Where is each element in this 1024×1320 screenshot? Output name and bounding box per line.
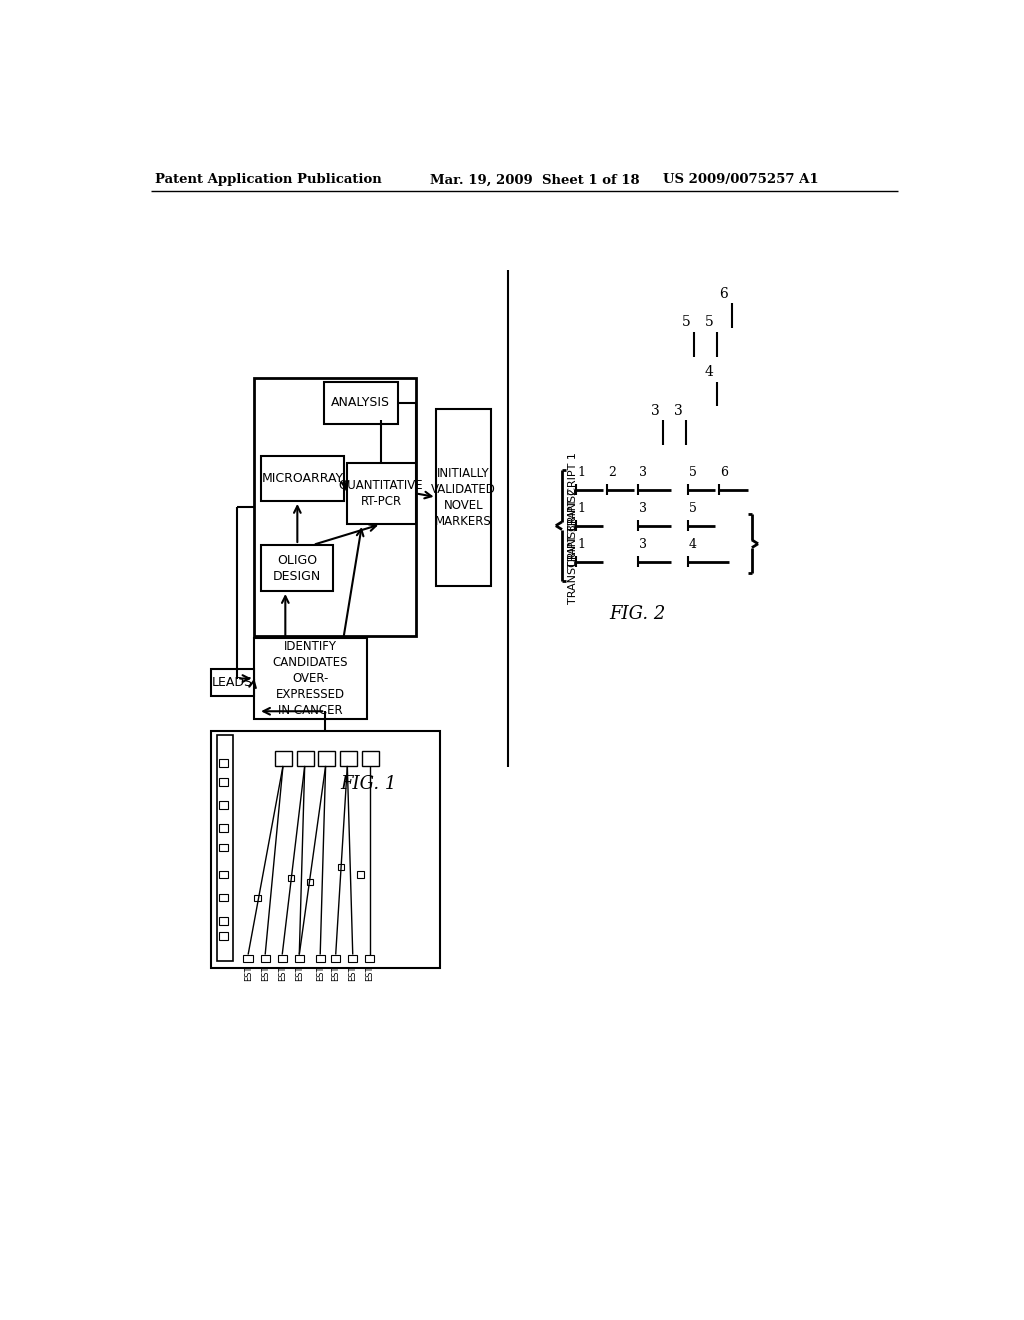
Text: 2: 2 — [608, 466, 616, 479]
Text: US 2009/0075257 A1: US 2009/0075257 A1 — [663, 173, 818, 186]
Text: 5: 5 — [682, 315, 690, 330]
Text: 1: 1 — [578, 539, 586, 552]
Bar — [317, 751, 335, 766]
Text: 3: 3 — [674, 404, 683, 418]
Text: 1: 1 — [578, 466, 586, 479]
Text: 5: 5 — [689, 502, 697, 515]
Text: 3: 3 — [640, 539, 647, 552]
Bar — [338, 863, 344, 870]
Bar — [436, 409, 490, 586]
Bar — [288, 875, 294, 882]
Bar — [211, 669, 254, 696]
Text: EST: EST — [366, 965, 375, 981]
Bar — [219, 759, 228, 767]
Bar — [307, 879, 313, 886]
Text: IDENTIFY
CANDIDATES
OVER-
EXPRESSED
IN CANCER: IDENTIFY CANDIDATES OVER- EXPRESSED IN C… — [272, 640, 348, 717]
Bar — [261, 457, 344, 502]
Text: EST: EST — [331, 965, 340, 981]
Bar — [217, 735, 232, 961]
Text: Mar. 19, 2009  Sheet 1 of 18: Mar. 19, 2009 Sheet 1 of 18 — [430, 173, 640, 186]
Text: FIG. 2: FIG. 2 — [609, 606, 667, 623]
Text: TRANSCRIPT 2: TRANSCRIPT 2 — [568, 488, 579, 568]
Text: EST: EST — [295, 965, 304, 981]
Bar — [260, 954, 270, 962]
Text: 1: 1 — [578, 502, 586, 515]
Text: EST: EST — [348, 965, 357, 981]
Bar — [357, 871, 364, 878]
Text: EST: EST — [244, 965, 253, 981]
Bar — [219, 917, 228, 924]
Bar — [244, 954, 253, 962]
Bar — [219, 894, 228, 902]
Bar — [366, 954, 375, 962]
Bar — [254, 895, 260, 900]
Bar — [219, 825, 228, 832]
Bar — [340, 751, 356, 766]
Text: EST: EST — [261, 965, 269, 981]
Bar — [211, 731, 439, 969]
Text: OLIGO
DESIGN: OLIGO DESIGN — [273, 553, 322, 582]
Text: 3: 3 — [651, 404, 659, 418]
Bar — [278, 954, 287, 962]
Bar — [324, 381, 397, 424]
Text: 5: 5 — [689, 466, 697, 479]
Text: INITIALLY
VALIDATED
NOVEL
MARKERS: INITIALLY VALIDATED NOVEL MARKERS — [431, 467, 496, 528]
Text: MICROARRAY: MICROARRAY — [262, 473, 344, 486]
Bar — [348, 954, 357, 962]
Text: 6: 6 — [719, 286, 728, 301]
Text: ANALYSIS: ANALYSIS — [332, 396, 390, 409]
Text: 3: 3 — [640, 466, 647, 479]
Text: TRANSCRIPT 3: TRANSCRIPT 3 — [568, 524, 579, 605]
Bar — [331, 954, 340, 962]
Text: QUANTITATIVE
RT-PCR: QUANTITATIVE RT-PCR — [339, 479, 423, 508]
Bar — [295, 954, 304, 962]
Text: 5: 5 — [706, 315, 714, 330]
Bar — [275, 751, 292, 766]
Text: 3: 3 — [640, 502, 647, 515]
Text: 4: 4 — [689, 539, 697, 552]
Text: Patent Application Publication: Patent Application Publication — [155, 173, 382, 186]
Bar — [219, 871, 228, 878]
Bar — [315, 954, 325, 962]
Bar — [297, 751, 314, 766]
Text: FIG. 1: FIG. 1 — [340, 775, 396, 792]
Text: LEADS: LEADS — [212, 676, 253, 689]
Bar — [219, 932, 228, 940]
Bar — [219, 801, 228, 809]
Text: EST: EST — [315, 965, 325, 981]
Text: 6: 6 — [720, 466, 728, 479]
Bar — [254, 378, 416, 636]
Bar — [254, 638, 367, 719]
Bar — [261, 545, 334, 591]
Bar — [362, 751, 379, 766]
Text: TRANSCRIPT 1: TRANSCRIPT 1 — [568, 451, 579, 532]
Text: 4: 4 — [706, 366, 714, 379]
Bar — [219, 779, 228, 785]
Bar — [346, 462, 416, 524]
Bar — [219, 843, 228, 851]
Text: EST: EST — [278, 965, 287, 981]
